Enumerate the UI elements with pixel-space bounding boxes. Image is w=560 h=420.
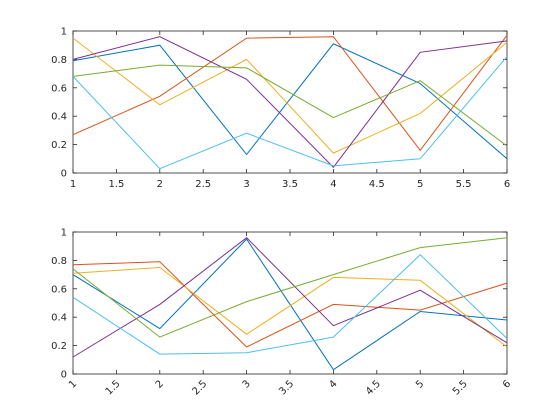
- y-tick-label: 0.6: [51, 83, 67, 94]
- y-tick-label: 0.4: [51, 112, 67, 123]
- y-tick-label: 0: [61, 169, 67, 180]
- series-line-4: [72, 36, 508, 169]
- x-tick-label: 5.5: [456, 179, 472, 190]
- x-tick-label: 4: [330, 179, 336, 190]
- series-line-3: [72, 266, 508, 348]
- series-line-5: [72, 64, 508, 147]
- x-tick-label: 2: [154, 378, 166, 390]
- y-tick-label: 0.2: [51, 140, 67, 151]
- series-line-3: [72, 37, 508, 154]
- x-tick-label: 3.5: [282, 179, 298, 190]
- x-tick-label: 1: [67, 378, 79, 390]
- x-tick-label: 3: [241, 378, 253, 390]
- x-tick-label: 1.5: [108, 179, 124, 190]
- top-line-chart: 1 1.5 2 2.5 3 3.5 4 4.5 5 5.5 6 0 0.2 0.4 0.6 0.8 1: [51, 27, 510, 191]
- y-tick-label: 0.6: [51, 284, 67, 295]
- x-tick-label: 6: [501, 378, 513, 390]
- x-tick-label: 1.5: [104, 378, 123, 397]
- series-line-6: [72, 56, 508, 170]
- y-tick-label: 0.2: [51, 341, 67, 352]
- series-line-6: [72, 254, 508, 355]
- x-tick-label: 5: [417, 179, 423, 190]
- x-tick-label: 2: [157, 179, 163, 190]
- y-tick-label: 0.4: [51, 313, 67, 324]
- series-line-2: [72, 261, 508, 348]
- y-tick-label: 0: [61, 370, 67, 381]
- series-line-2: [72, 34, 508, 152]
- series-line-1: [72, 238, 508, 371]
- y-tick-label: 1: [61, 27, 67, 38]
- x-tick-label: 2.5: [190, 378, 209, 397]
- series-line-5: [72, 237, 508, 338]
- x-tick-label: 6: [504, 179, 510, 190]
- x-tick-label: 2.5: [195, 179, 211, 190]
- bottom-line-chart: 1 1.5 2 2.5 3 3.5 4 4.5 5 5.5 6 0 0.2 0.4 0.6 0.8 1: [51, 228, 513, 398]
- x-tick-label: 4.5: [364, 378, 383, 397]
- x-tick-label: 3: [243, 179, 249, 190]
- x-tick-label: 3.5: [277, 378, 296, 397]
- x-tick-label: 1: [70, 179, 76, 190]
- y-tick-label: 1: [61, 228, 67, 239]
- x-tick-label: 4.5: [369, 179, 385, 190]
- x-tick-label: 4: [327, 378, 339, 390]
- series-line-4: [72, 237, 508, 358]
- x-tick-label: 5: [414, 378, 426, 390]
- x-tick-label: 5.5: [451, 378, 470, 397]
- y-tick-label: 0.8: [51, 256, 67, 267]
- y-tick-label: 0.8: [51, 55, 67, 66]
- series-line-1: [72, 43, 508, 160]
